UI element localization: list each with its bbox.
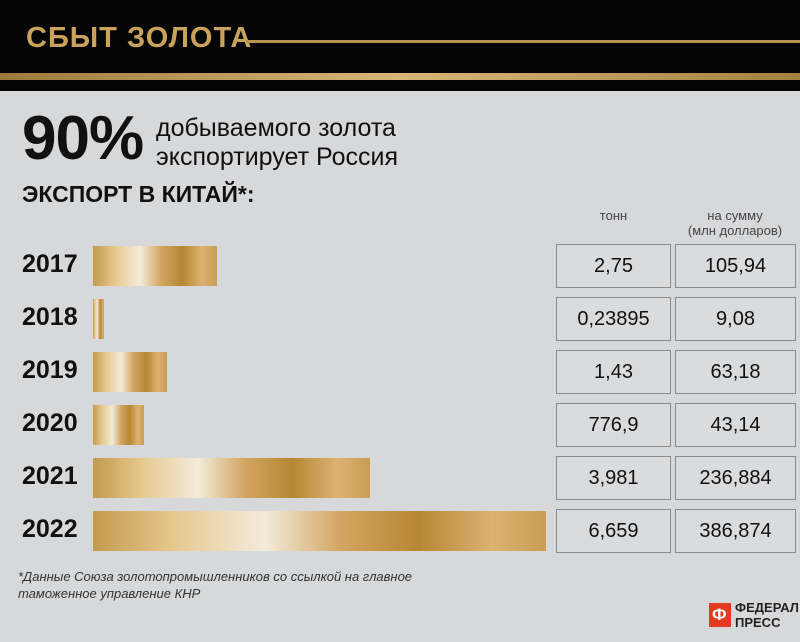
footnote-line-1: *Данные Союза золотопромышленников со сс… [18, 569, 413, 584]
logo-mark-letter: Ф [712, 605, 727, 624]
header-gold-band [0, 73, 800, 80]
chart-row-2022: 2022 6,659 386,874 [0, 509, 800, 553]
gold-bar-2021 [93, 458, 370, 498]
federalpress-logo: Ф ФЕДЕРАЛ ПРЕСС [709, 597, 799, 633]
tons-cell: 6,659 [556, 509, 671, 553]
year-label: 2019 [22, 356, 78, 384]
chart-row-2020: 2020 776,9 43,14 [0, 403, 800, 447]
sum-cell: 386,874 [675, 509, 796, 553]
headline-text: добываемого золота экспортирует Россия [156, 114, 398, 172]
year-label: 2018 [22, 303, 78, 331]
sum-cell: 9,08 [675, 297, 796, 341]
footnote-line-2: таможенное управление КНР [18, 586, 201, 601]
year-label: 2020 [22, 409, 78, 437]
tons-cell: 3,981 [556, 456, 671, 500]
footnote: *Данные Союза золотопромышленников со сс… [18, 568, 538, 602]
column-header-sum: на сумму (млн долларов) [675, 208, 795, 238]
logo-line-2: ПРЕСС [735, 615, 781, 630]
header-title: СБЫТ ЗОЛОТА [26, 22, 253, 54]
header-bar: СБЫТ ЗОЛОТА [0, 0, 800, 91]
logo-line-1: ФЕДЕРАЛ [735, 600, 799, 615]
chart-row-2021: 2021 3,981 236,884 [0, 456, 800, 500]
chart-row-2017: 2017 2,75 105,94 [0, 244, 800, 288]
tons-cell: 1,43 [556, 350, 671, 394]
year-label: 2022 [22, 515, 78, 543]
tons-cell: 2,75 [556, 244, 671, 288]
chart-row-2019: 2019 1,43 63,18 [0, 350, 800, 394]
sum-cell: 236,884 [675, 456, 796, 500]
column-header-tons: тонн [599, 208, 628, 223]
column-header-sum-line-1: на сумму [707, 208, 763, 223]
gold-bar-2022 [93, 511, 546, 551]
gold-bar-2019 [93, 352, 167, 392]
headline-number: 90% [22, 104, 144, 173]
chart-row-2018: 2018 0,23895 9,08 [0, 297, 800, 341]
logo-mark: Ф [709, 603, 731, 627]
header-rule [246, 40, 800, 43]
gold-bar-2020 [93, 405, 144, 445]
column-header-sum-line-2: (млн долларов) [687, 223, 783, 238]
year-label: 2017 [22, 250, 78, 278]
tons-cell: 0,23895 [556, 297, 671, 341]
sum-cell: 43,14 [675, 403, 796, 447]
headline-line-1: добываемого золота [156, 114, 396, 142]
gold-bar-2018 [93, 299, 104, 339]
logo-text: ФЕДЕРАЛ ПРЕСС [735, 600, 799, 630]
year-label: 2021 [22, 462, 78, 490]
gold-bar-2017 [93, 246, 217, 286]
headline-line-2: экспортирует Россия [156, 143, 398, 171]
chart-subtitle: ЭКСПОРТ В КИТАЙ*: [22, 181, 255, 207]
sum-cell: 63,18 [675, 350, 796, 394]
sum-cell: 105,94 [675, 244, 796, 288]
tons-cell: 776,9 [556, 403, 671, 447]
